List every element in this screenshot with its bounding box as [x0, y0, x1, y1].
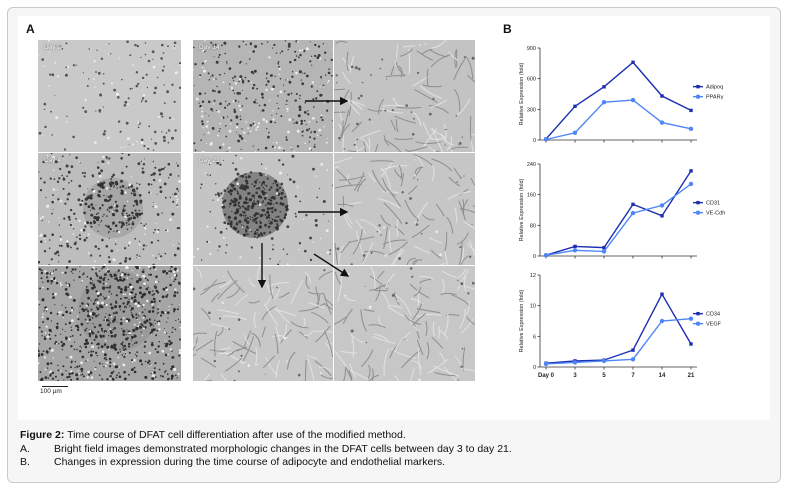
- data-point: [543, 137, 549, 142]
- y-tick-label: 300: [527, 107, 536, 113]
- data-point: [688, 126, 694, 131]
- data-point: [660, 94, 664, 98]
- legend-marker: [696, 200, 700, 205]
- x-tick-label: 3: [573, 373, 577, 379]
- caption-title: Figure 2: Time course of DFAT cell diffe…: [20, 429, 770, 443]
- legend-label: VEGF: [706, 322, 722, 328]
- data-point: [688, 181, 694, 187]
- legend-label: PPARγ: [706, 95, 724, 101]
- data-point: [689, 342, 693, 346]
- micrograph-tile: Day 2: [37, 39, 182, 154]
- data-point: [660, 292, 664, 296]
- micrograph-tile: Day 4: [37, 152, 182, 267]
- legend-label: CD34: [706, 312, 720, 318]
- data-point: [630, 210, 636, 216]
- y-tick-label: 12: [530, 273, 536, 279]
- y-axis-label: Relative Expression (fold): [519, 63, 525, 126]
- y-tick-label: 0: [533, 365, 536, 371]
- data-point: [688, 316, 694, 321]
- y-tick-label: 0: [533, 138, 536, 144]
- data-point: [543, 361, 549, 367]
- micrograph-tile: [333, 152, 476, 267]
- data-point: [631, 60, 635, 64]
- y-tick-label: 900: [527, 46, 536, 52]
- day-label: Day 14: [199, 44, 220, 51]
- data-point: [659, 318, 665, 324]
- figure-caption: Figure 2: Time course of DFAT cell diffe…: [20, 429, 770, 470]
- y-tick-label: 6: [533, 334, 536, 340]
- y-tick-label: 0: [533, 254, 536, 260]
- data-point: [543, 253, 549, 258]
- micrograph-tile: Day 14: [192, 39, 335, 154]
- data-point: [602, 85, 606, 89]
- series-line: [545, 170, 692, 256]
- series-line: [545, 61, 692, 140]
- x-tick-label: 21: [688, 373, 695, 379]
- series-line: [545, 183, 692, 256]
- legend-marker: [695, 210, 701, 215]
- micrograph-tile: Day 21: [192, 152, 335, 267]
- legend-label: CD31: [706, 201, 720, 207]
- y-tick-label: 80: [530, 223, 536, 229]
- y-tick-label: 10: [530, 304, 536, 310]
- data-point: [573, 244, 577, 249]
- x-tick-label: 5: [602, 373, 606, 379]
- data-point: [601, 100, 607, 105]
- data-point: [630, 357, 636, 362]
- caption-item-label: A.: [20, 442, 30, 455]
- caption-title-text: Time course of DFAT cell differentiation…: [64, 429, 406, 441]
- legend-marker: [696, 311, 700, 316]
- y-tick-label: 600: [527, 77, 536, 83]
- data-point: [601, 358, 607, 364]
- day-label: Day 21: [199, 157, 220, 164]
- series-line: [545, 99, 692, 141]
- legend-label: VE-Cdh: [706, 211, 725, 217]
- caption-title-bold: Figure 2:: [20, 429, 65, 441]
- data-point: [689, 108, 693, 113]
- data-point: [630, 97, 636, 103]
- panel-a-label: A: [26, 22, 35, 36]
- x-tick-label: 7: [631, 373, 635, 379]
- data-point: [659, 120, 665, 125]
- series-line: [545, 292, 692, 364]
- data-point: [660, 214, 664, 218]
- caption-item-text: Changes in expression during the time co…: [54, 456, 446, 468]
- scale-bar-label: 100 µm: [40, 388, 62, 395]
- day-label: Day 2: [44, 44, 61, 51]
- legend-marker: [695, 94, 701, 99]
- data-point: [572, 248, 578, 253]
- micrograph-tile: [37, 265, 182, 382]
- data-point: [659, 203, 665, 208]
- series-line: [545, 318, 692, 365]
- y-axis-label: Relative Expression (fold): [519, 290, 525, 353]
- data-point: [601, 249, 607, 254]
- caption-item-label: B.: [20, 456, 30, 468]
- caption-item-b: B. Changes in expression during the time …: [20, 456, 770, 470]
- data-point: [689, 169, 693, 173]
- data-point: [572, 130, 578, 135]
- scale-bar: [42, 386, 68, 388]
- caption-item-text: Bright field images demonstrated morphol…: [54, 442, 512, 455]
- panel-b-label: B: [503, 22, 512, 36]
- micrograph-tile: [333, 39, 476, 154]
- data-point: [572, 360, 578, 365]
- caption-item-a: A. Bright field images demonstrated morph…: [20, 443, 770, 457]
- data-point: [573, 104, 577, 108]
- direction-arrow: [313, 253, 350, 277]
- data-point: [631, 348, 635, 352]
- y-tick-label: 240: [527, 162, 536, 168]
- y-tick-label: 160: [527, 193, 536, 199]
- y-axis-label: Relative Expression (fold): [519, 179, 525, 242]
- data-point: [602, 245, 606, 250]
- micrograph-tile: [333, 265, 476, 382]
- x-tick-label: 14: [659, 373, 666, 379]
- day-label: Day 4: [44, 157, 61, 164]
- legend-label: Adipoq: [706, 85, 723, 91]
- x-tick-label: Day 0: [538, 373, 555, 379]
- data-point: [631, 202, 635, 206]
- legend-marker: [695, 321, 701, 326]
- legend-marker: [696, 84, 700, 89]
